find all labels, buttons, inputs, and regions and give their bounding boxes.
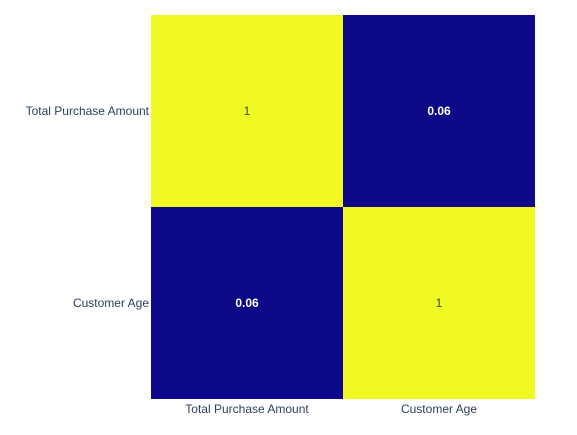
- heatmap-cell-value: 0.06: [427, 104, 451, 118]
- x-axis-tick-labels: Total Purchase Amount Customer Age: [185, 402, 477, 416]
- y-tick-label: Customer Age: [73, 296, 149, 310]
- y-axis-tick-labels: Total Purchase Amount Customer Age: [26, 104, 150, 310]
- heatmap-cell-value: 1: [244, 104, 251, 118]
- heatmap-cell: [343, 207, 535, 399]
- x-tick-label: Total Purchase Amount: [185, 402, 309, 416]
- heatmap-cell: [151, 207, 343, 399]
- heatmap-cells: [151, 15, 535, 399]
- y-tick-label: Total Purchase Amount: [26, 104, 150, 118]
- x-tick-label: Customer Age: [401, 402, 477, 416]
- heatmap-cell-value: 0.06: [235, 296, 259, 310]
- heatmap-cell: [151, 15, 343, 207]
- heatmap-cell: [343, 15, 535, 207]
- heatmap-cell-labels: 1 0.06 0.06 1: [235, 104, 451, 310]
- heatmap-cell-value: 1: [436, 296, 443, 310]
